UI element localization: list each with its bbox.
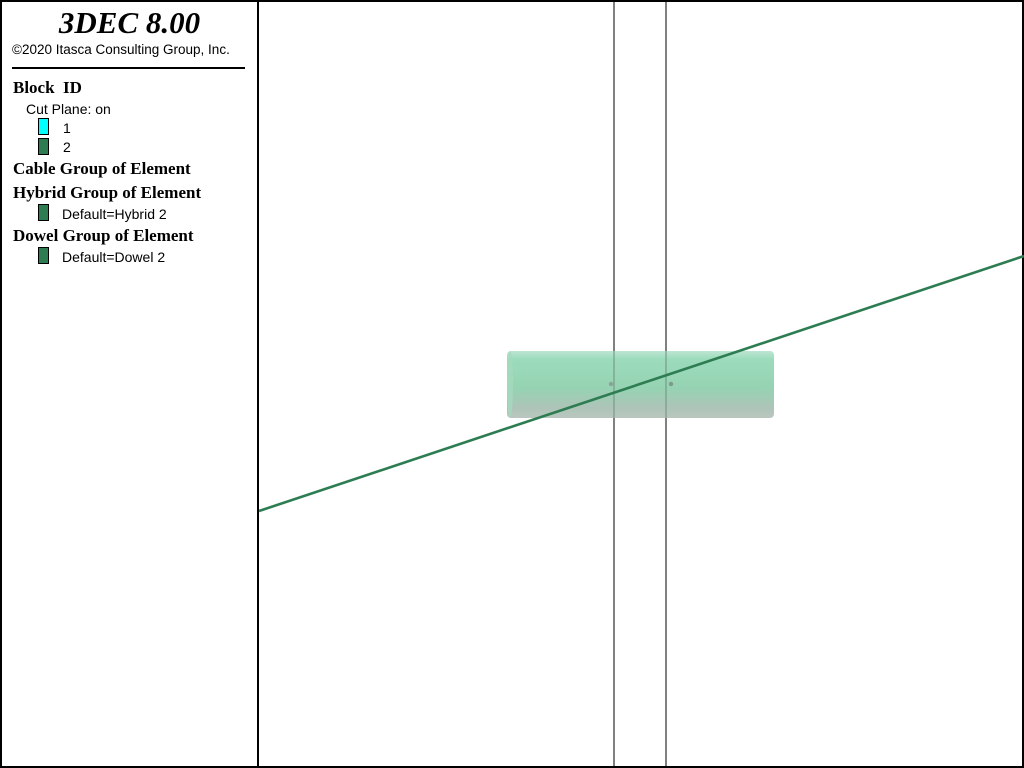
cut-plane-status: Cut Plane: on [26, 101, 111, 117]
node-point-2 [668, 381, 674, 387]
block-2-label: 2 [63, 139, 71, 155]
dowel-2-label: Default=Dowel 2 [62, 249, 166, 265]
hybrid-2-swatch [38, 204, 49, 221]
app-title: 3DEC 8.00 [58, 5, 201, 40]
hybrid-2-label: Default=Hybrid 2 [62, 206, 167, 222]
dowel-2-swatch [38, 247, 49, 264]
structural-element-line [259, 254, 1024, 513]
block-id-heading: Block ID [13, 78, 82, 97]
legend-divider [12, 67, 245, 69]
node-point-1 [608, 381, 614, 387]
block-2-swatch [38, 138, 49, 155]
legend-panel: 3DEC 8.00 ©2020 Itasca Consulting Group,… [2, 2, 259, 766]
hybrid-group-heading: Hybrid Group of Element [13, 183, 202, 202]
model-view-svg [259, 2, 1024, 766]
dowel-group-heading: Dowel Group of Element [13, 226, 194, 245]
model-viewport[interactable] [259, 2, 1024, 766]
copyright-text: ©2020 Itasca Consulting Group, Inc. [12, 42, 230, 57]
block-1-swatch [38, 118, 49, 135]
block-1-label: 1 [63, 120, 71, 136]
cable-group-heading: Cable Group of Element [13, 159, 191, 178]
